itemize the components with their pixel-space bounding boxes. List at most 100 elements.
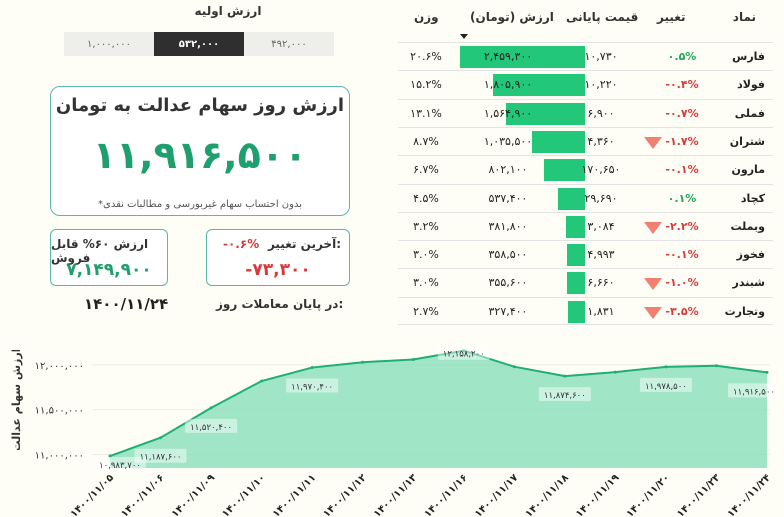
- symbol-price: ۱۷۰,۶۵۰: [581, 163, 621, 177]
- value-bar: [566, 244, 585, 267]
- initial-value-title: ارزش اولیه: [194, 4, 262, 18]
- table-row[interactable]: فولاد -۰.۴% ۱۰,۲۲۰ ۱,۸۰۵,۹۰۰ ۱۵.۲%: [398, 70, 773, 98]
- symbol-name: فارس: [732, 50, 765, 63]
- symbol-change: -۰.۴%: [665, 78, 699, 92]
- symbol-change: -۲.۲%: [665, 219, 699, 233]
- chart-point: [563, 374, 567, 378]
- chart-point: [260, 379, 264, 383]
- symbol-weight: ۳.۰%: [413, 276, 439, 290]
- symbol-weight: ۴.۵%: [413, 191, 439, 205]
- chart-point: [765, 370, 769, 374]
- symbol-name: مارون: [731, 163, 766, 177]
- chart-data-label-bg: [728, 383, 780, 398]
- col-header-price[interactable]: قیمت پایانی: [566, 10, 639, 24]
- initial-value-option-selected[interactable]: ۵۳۲,۰۰۰: [154, 32, 244, 56]
- table-row[interactable]: شتران -۱.۷% ۴,۳۶۰ ۱,۰۳۵,۵۰۰ ۸.۷%: [398, 126, 773, 155]
- chart-point: [159, 436, 163, 440]
- chart-data-label-bg: [94, 457, 146, 472]
- col-header-name[interactable]: نماد: [732, 10, 756, 24]
- chart-data-label: ۱۱,۹۷۰,۴۰۰: [291, 383, 333, 393]
- table-row[interactable]: شبندر -۱.۰% ۶,۶۶۰ ۳۵۵,۶۰۰ ۳.۰%: [398, 268, 773, 296]
- chart-point: [613, 370, 617, 374]
- value-bar: [565, 215, 585, 238]
- symbol-name: وتجارت: [724, 304, 765, 318]
- chart-y-tick-label: ۱۱,۵۰۰,۰۰۰: [35, 406, 84, 417]
- chart-data-label-bg: [286, 378, 339, 393]
- col-header-value[interactable]: ارزش (تومان): [470, 10, 554, 24]
- initial-value-option[interactable]: ۴۹۲,۰۰۰: [244, 32, 334, 56]
- value-bar: [493, 74, 585, 97]
- sellable-value-title: ارزش ۶۰% قابل فروش: [51, 237, 149, 265]
- daily-value-card: ارزش روز سهام عدالت به تومان ۱۱,۹۱۶,۵۰۰ …: [50, 86, 350, 216]
- symbol-price: ۶,۶۶۰: [587, 276, 615, 290]
- last-change-title: آخرین تغییر:: [267, 237, 341, 251]
- chart-data-label-bg: [437, 345, 490, 360]
- chart-data-label: ۱۱,۱۸۷,۶۰۰: [140, 453, 182, 463]
- col-header-weight[interactable]: وزن: [414, 10, 439, 24]
- symbol-name: فولاد: [737, 78, 765, 92]
- chart-y-axis-title: ارزش سهام عدالت: [10, 350, 23, 450]
- sellable-value-card: ارزش ۶۰% قابل فروش ۷,۱۴۹,۹۰۰: [50, 229, 168, 286]
- table-row[interactable]: مارون -۰.۱% ۱۷۰,۶۵۰ ۸۰۲,۱۰۰ ۶.۷%: [398, 155, 773, 183]
- daily-value-title: ارزش روز سهام عدالت به تومان: [55, 95, 345, 116]
- chart-data-label-bg: [639, 377, 692, 392]
- symbol-change: -۰.۱%: [665, 163, 699, 177]
- chart-point: [108, 454, 112, 458]
- table-row[interactable]: کچاد ۰.۱% ۲۹,۶۹۰ ۵۳۷,۴۰۰ ۴.۵%: [398, 183, 773, 212]
- trading-day-label: در پایان معاملات روز:: [216, 297, 344, 311]
- symbol-weight: ۶.۷%: [413, 163, 439, 177]
- table-row[interactable]: وتجارت -۳.۵% ۱,۸۳۱ ۳۲۷,۴۰۰ ۲.۷%: [398, 296, 773, 325]
- symbol-change: ۰.۵%: [667, 50, 697, 63]
- chart-data-label-bg: [134, 448, 187, 463]
- col-header-change[interactable]: تغییر: [657, 10, 686, 24]
- chart-x-tick-label: ۱۴۰۰/۱۱/۰۵: [69, 472, 116, 517]
- value-bar: [557, 187, 585, 210]
- down-triangle-icon: [644, 221, 662, 234]
- daily-value-note: *بدون احتساب سهام غیربورسی و مطالبات نقد…: [98, 199, 302, 210]
- initial-value-option[interactable]: ۱,۰۰۰,۰۰۰: [64, 32, 154, 56]
- chart-x-tick-label: ۱۴۰۰/۱۱/۱۶: [422, 472, 469, 517]
- last-change-percent: -۰.۶%: [223, 237, 260, 251]
- symbol-value: ۲,۴۵۹,۳۰۰: [483, 50, 533, 63]
- symbol-name: فخوز: [736, 248, 765, 262]
- symbol-value: ۳۵۵,۶۰۰: [488, 276, 528, 290]
- table-row[interactable]: وبملت -۲.۲% ۳,۰۸۴ ۳۸۱,۸۰۰ ۳.۲%: [398, 211, 773, 240]
- chart-x-tick-label: ۱۴۰۰/۱۱/۱۸: [523, 472, 570, 517]
- chart-point: [512, 365, 516, 369]
- symbol-price: ۲۹,۶۹۰: [584, 191, 618, 205]
- symbol-price: ۱۰,۷۳۰: [584, 50, 618, 63]
- chart-x-tick-label: ۱۴۰۰/۱۱/۱۳: [372, 472, 419, 517]
- value-bar: [566, 272, 585, 295]
- down-triangle-icon: [644, 278, 662, 291]
- chart-x-tick-label: ۱۴۰۰/۱۱/۱۹: [574, 472, 621, 517]
- symbol-price: ۱۰,۲۲۰: [584, 78, 618, 92]
- chart-x-tick-label: ۱۴۰۰/۱۱/۱۱: [271, 472, 318, 517]
- table-row[interactable]: فخوز -۰.۱% ۴,۹۹۳ ۳۵۸,۵۰۰ ۳.۰%: [398, 240, 773, 268]
- chart-point: [209, 406, 213, 410]
- down-triangle-icon: [644, 136, 662, 149]
- chart-x-tick-label: ۱۴۰۰/۱۱/۲۳: [675, 472, 722, 517]
- last-change-card: آخرین تغییر: -۰.۶% -۷۳,۳۰۰: [206, 229, 350, 286]
- chart-data-label-bg: [185, 418, 238, 433]
- chart-data-label-bg: [538, 387, 591, 402]
- table-row[interactable]: فارس ۰.۵% ۱۰,۷۳۰ ۲,۴۵۹,۳۰۰ ۲۰.۶%: [398, 42, 773, 70]
- chart-x-tick-label: ۱۴۰۰/۱۱/۲۴: [726, 472, 773, 517]
- symbol-price: ۶,۹۰۰: [587, 106, 615, 120]
- symbol-price: ۴,۳۶۰: [587, 134, 615, 148]
- chart-y-axis-title-wrap: ارزش سهام عدالت: [10, 350, 23, 450]
- symbol-name: فملی: [734, 106, 765, 120]
- table-row[interactable]: فملی -۰.۷% ۶,۹۰۰ ۱,۵۶۴,۹۰۰ ۱۳.۱%: [398, 98, 773, 127]
- symbol-change: ۰.۱%: [667, 191, 697, 205]
- symbol-value: ۵۳۷,۴۰۰: [488, 191, 528, 205]
- initial-value-selector[interactable]: ۱,۰۰۰,۰۰۰ ۵۳۲,۰۰۰ ۴۹۲,۰۰۰: [64, 32, 334, 56]
- symbol-weight: ۱۵.۲%: [410, 78, 442, 92]
- sellable-value-amount: ۷,۱۴۹,۹۰۰: [66, 260, 152, 280]
- chart-x-tick-label: ۱۴۰۰/۱۱/۱۷: [473, 472, 520, 517]
- chart-point: [361, 360, 365, 364]
- daily-value-amount: ۱۱,۹۱۶,۵۰۰: [92, 133, 308, 177]
- chart-data-label: ۱۲,۱۵۸,۲۰۰: [443, 350, 485, 360]
- chart-point: [664, 365, 668, 369]
- sort-desc-icon[interactable]: [460, 34, 468, 39]
- symbol-value: ۳۵۸,۵۰۰: [488, 248, 528, 262]
